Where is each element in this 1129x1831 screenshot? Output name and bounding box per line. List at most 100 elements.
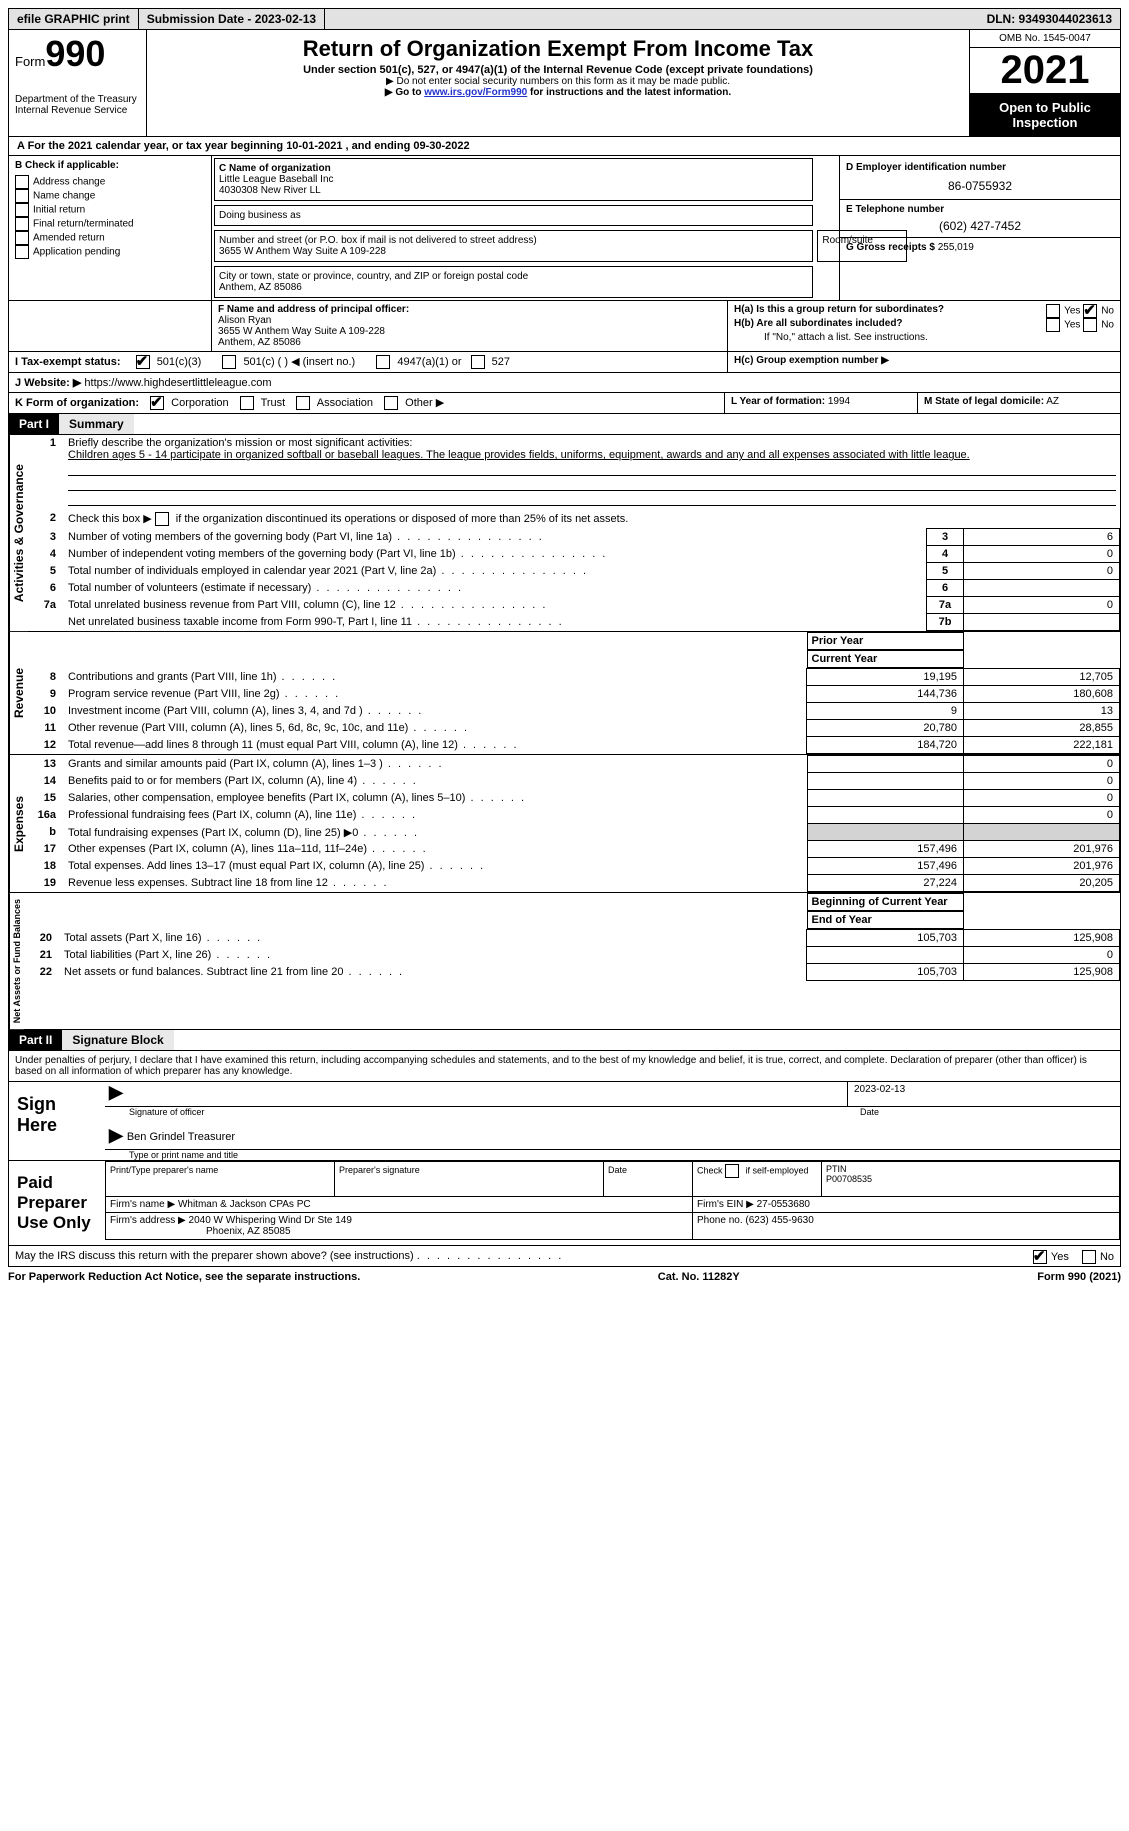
form990-link[interactable]: www.irs.gov/Form990	[424, 87, 527, 98]
checkbox-icon[interactable]	[1082, 1250, 1096, 1264]
checkbox-icon[interactable]	[15, 231, 29, 245]
col-prior-year: Prior Year	[807, 632, 964, 650]
date-label: Date	[854, 1107, 1120, 1117]
form-subtitle: Under section 501(c), 527, or 4947(a)(1)…	[151, 64, 965, 76]
ha-label: H(a) Is this a group return for subordin…	[734, 304, 944, 315]
checkbox-icon[interactable]	[1046, 318, 1060, 332]
firm-addr-label: Firm's address ▶	[110, 1215, 186, 1226]
box-e-label: E Telephone number	[846, 204, 944, 215]
box-g-label: G Gross receipts $	[846, 242, 935, 253]
box-c-label: C Name of organization	[219, 163, 808, 174]
checkbox-icon[interactable]	[376, 355, 390, 369]
opt-name-change: Name change	[33, 191, 95, 202]
org-name-2: 4030308 New River LL	[219, 185, 808, 196]
state-domicile: AZ	[1046, 396, 1059, 407]
checkbox-icon[interactable]	[15, 189, 29, 203]
omb-number: OMB No. 1545-0047	[970, 30, 1120, 48]
form-ref: Form 990 (2021)	[1037, 1271, 1121, 1283]
checkbox-icon[interactable]	[15, 203, 29, 217]
checkbox-icon[interactable]	[136, 355, 150, 369]
opt-assoc: Association	[317, 397, 373, 409]
checkbox-icon[interactable]	[150, 396, 164, 410]
row-fh: F Name and address of principal officer:…	[8, 301, 1121, 352]
table-row: 20Total assets (Part X, line 16)105,7031…	[24, 930, 1120, 947]
prep-name-label: Print/Type preparer's name	[110, 1165, 218, 1175]
checkbox-icon[interactable]	[1046, 304, 1060, 318]
open-to-public: Open to Public Inspection	[970, 94, 1120, 136]
vlabel-activities: Activities & Governance	[9, 435, 28, 631]
q1-text: Children ages 5 - 14 participate in orga…	[68, 449, 970, 461]
efile-graphic[interactable]: efile GRAPHIC print	[9, 9, 139, 29]
paid-preparer-block: Paid Preparer Use Only Print/Type prepar…	[8, 1161, 1121, 1246]
part1-title: Summary	[59, 414, 134, 434]
perjury-statement: Under penalties of perjury, I declare th…	[8, 1051, 1121, 1082]
table-row: 17Other expenses (Part IX, column (A), l…	[28, 841, 1120, 858]
city-label: City or town, state or province, country…	[219, 271, 808, 282]
checkbox-icon[interactable]	[15, 245, 29, 259]
part2-bar: Part IISignature Block	[8, 1030, 1121, 1051]
hc-label: H(c) Group exemption number ▶	[734, 355, 889, 366]
checkbox-icon[interactable]	[296, 396, 310, 410]
box-f-label: F Name and address of principal officer:	[218, 304, 409, 315]
prep-date-label: Date	[608, 1165, 627, 1175]
opt-501c3: 501(c)(3)	[157, 356, 202, 368]
ptin-label: PTIN	[826, 1164, 847, 1174]
table-row: 6Total number of volunteers (estimate if…	[28, 580, 1120, 597]
box-l-label: L Year of formation:	[731, 396, 825, 407]
phone-value: (602) 427-7452	[846, 219, 1114, 233]
ein-value: 86-0755932	[846, 179, 1114, 193]
sign-here-block: Sign Here ▶ 2023-02-13 Signature of offi…	[8, 1082, 1121, 1161]
block-expenses: Expenses 13Grants and similar amounts pa…	[8, 755, 1121, 893]
checkbox-icon[interactable]	[384, 396, 398, 410]
box-k-label: K Form of organization:	[15, 397, 139, 409]
typed-label: Type or print name and title	[105, 1150, 1120, 1160]
part2-number: Part II	[9, 1030, 62, 1050]
table-row: bTotal fundraising expenses (Part IX, co…	[28, 824, 1120, 841]
part1-bar: Part ISummary	[8, 414, 1121, 435]
irs-label: Internal Revenue Service	[15, 105, 140, 116]
firm-phone: (623) 455-9630	[745, 1215, 813, 1226]
org-name-1: Little League Baseball Inc	[219, 174, 808, 185]
form-header: Form990 Department of the Treasury Inter…	[8, 30, 1121, 137]
checkbox-icon[interactable]	[15, 217, 29, 231]
tax-year: 2021	[970, 48, 1120, 94]
hb-label: H(b) Are all subordinates included?	[734, 318, 903, 329]
checkbox-icon[interactable]	[155, 512, 169, 526]
table-row: Net unrelated business taxable income fr…	[28, 614, 1120, 631]
table-row: 22Net assets or fund balances. Subtract …	[24, 964, 1120, 981]
opt-app-pending: Application pending	[33, 247, 120, 258]
checkbox-icon[interactable]	[222, 355, 236, 369]
table-row: 13Grants and similar amounts paid (Part …	[28, 756, 1120, 773]
table-row: 14Benefits paid to or for members (Part …	[28, 773, 1120, 790]
firm-ein: 27-0553680	[757, 1199, 810, 1210]
note-goto: ▶ Go to www.irs.gov/Form990 for instruct…	[151, 87, 965, 98]
goto-post: for instructions and the latest informat…	[527, 87, 731, 98]
col-current-year: Current Year	[807, 650, 964, 668]
opt-trust: Trust	[261, 397, 286, 409]
col-end: End of Year	[807, 911, 964, 929]
checkbox-icon[interactable]	[240, 396, 254, 410]
vlabel-expenses: Expenses	[9, 755, 28, 892]
year-formation: 1994	[828, 396, 850, 407]
opt-501c: 501(c) ( ) ◀ (insert no.)	[243, 356, 355, 368]
checkbox-icon[interactable]	[1083, 304, 1097, 318]
discuss-label: May the IRS discuss this return with the…	[15, 1250, 414, 1262]
checkbox-icon[interactable]	[725, 1164, 739, 1178]
street-value: 3655 W Anthem Way Suite A 109-228	[219, 246, 808, 257]
box-i-label: I Tax-exempt status:	[15, 356, 121, 368]
form-title: Return of Organization Exempt From Incom…	[151, 36, 965, 62]
goto-pre: ▶ Go to	[385, 87, 424, 98]
yes-label: Yes	[1051, 1251, 1069, 1263]
checkbox-icon[interactable]	[1083, 318, 1097, 332]
checkbox-icon[interactable]	[471, 355, 485, 369]
table-row: 5Total number of individuals employed in…	[28, 563, 1120, 580]
block-revenue: Revenue Prior Year Current Year 8Contrib…	[8, 632, 1121, 755]
checkbox-icon[interactable]	[15, 175, 29, 189]
firm-ein-label: Firm's EIN ▶	[697, 1199, 754, 1210]
city-value: Anthem, AZ 85086	[219, 282, 808, 293]
prep-sig-label: Preparer's signature	[339, 1165, 420, 1175]
ptin-value: P00708535	[826, 1174, 872, 1184]
street-label: Number and street (or P.O. box if mail i…	[219, 235, 808, 246]
checkbox-icon[interactable]	[1033, 1250, 1047, 1264]
line-a-tax-year: A For the 2021 calendar year, or tax yea…	[8, 137, 1121, 156]
